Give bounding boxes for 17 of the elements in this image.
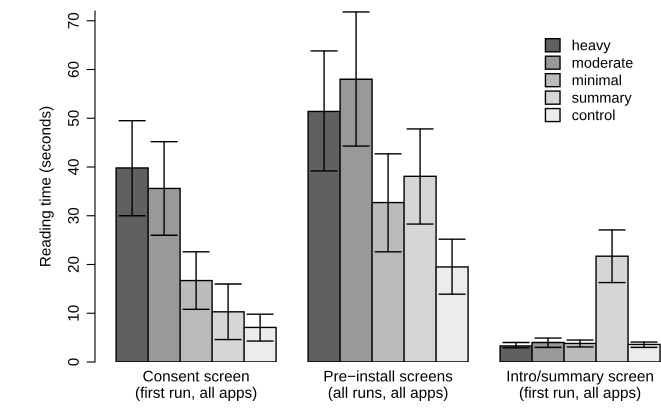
legend-label: summary <box>572 94 632 106</box>
x-tick-label: Intro/summary screen (first run, all apps) <box>508 370 653 402</box>
x-tick-label: Pre−install screens (all runs, all apps) <box>324 370 452 402</box>
y-tick-label: 50 <box>68 110 79 126</box>
y-tick-label: 10 <box>68 305 79 321</box>
y-tick-label: 30 <box>68 208 79 224</box>
legend-label: minimal <box>572 74 621 86</box>
y-tick-label: 20 <box>68 256 79 272</box>
legend-label: control <box>572 110 614 120</box>
legend-label: moderate <box>572 57 633 68</box>
x-tick-label: Consent screen (first run, all apps) <box>136 370 256 402</box>
y-axis-title: Reading time (seconds) <box>39 106 54 266</box>
y-tick-label: 0 <box>68 358 79 366</box>
y-tick-label: 70 <box>68 12 79 28</box>
y-tick-label: 60 <box>68 62 79 78</box>
y-tick-label: 40 <box>68 159 79 176</box>
legend-label: heavy <box>572 40 611 54</box>
